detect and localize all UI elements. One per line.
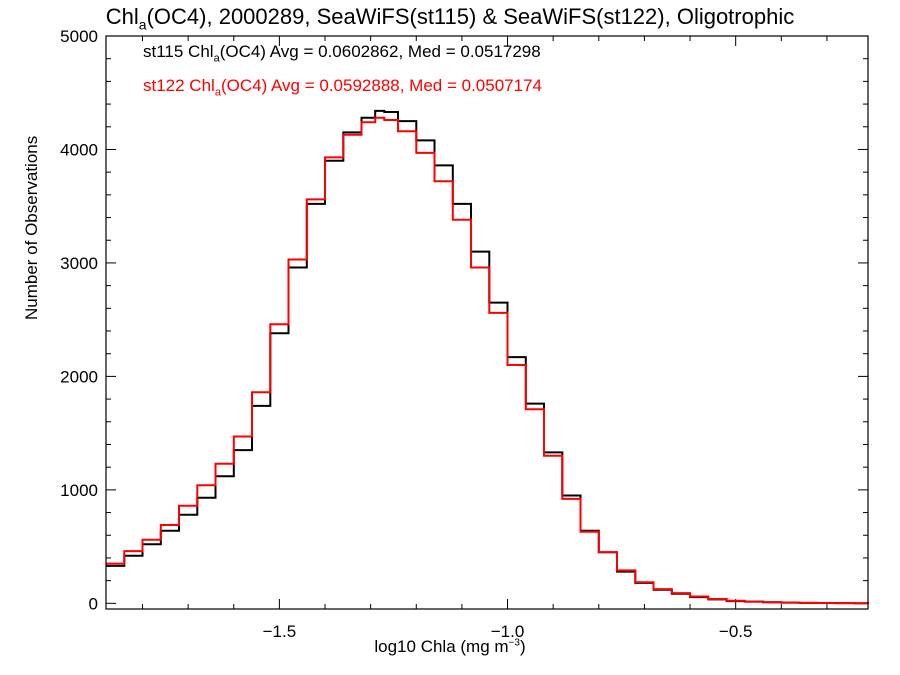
legend-label-prefix: st115 Chl [143, 42, 214, 61]
chart-title-prefix: Chl [105, 4, 139, 29]
y-tick-label: 1000 [60, 481, 98, 500]
chart-title: Chla(OC4), 2000289, SeaWiFS(st115) & Sea… [0, 4, 900, 32]
legend-label-suffix: (OC4) Avg = 0.0602862, Med = 0.0517298 [219, 42, 541, 61]
legend-label-subscript: a [214, 86, 221, 99]
x-axis-label-prefix: log10 Chla (mg m [374, 637, 509, 656]
plot-frame [105, 35, 869, 610]
x-axis-label-superscript: −3 [508, 637, 520, 649]
y-tick-label: 5000 [60, 27, 98, 46]
y-tick-label: 2000 [60, 367, 98, 386]
x-tick-label: −1.5 [263, 622, 297, 641]
axis-ticks: 0 1000 2000 3000 4000 5000 −1.5 −1.0 −0.5 [60, 27, 868, 641]
x-tick-label: −1.0 [491, 622, 525, 641]
series-line-st115 [106, 109, 869, 605]
y-tick-label: 4000 [60, 140, 98, 159]
x-axis-label-suffix: ) [519, 637, 526, 656]
legend-label-subscript: a [213, 52, 220, 65]
series-lines [106, 109, 869, 605]
y-tick-label: 3000 [60, 254, 98, 273]
chart-title-suffix: (OC4), 2000289, SeaWiFS(st115) & SeaWiFS… [146, 4, 795, 29]
x-axis-label: log10 Chla (mg m−3) [0, 637, 900, 657]
series-line-st122 [106, 116, 869, 605]
y-tick-label: 0 [89, 594, 98, 613]
x-tick-label: −0.5 [719, 622, 753, 641]
legend-label-suffix: (OC4) Avg = 0.0592888, Med = 0.0507174 [220, 76, 542, 95]
legend-entry-st115: st115 Chla(OC4) Avg = 0.0602862, Med = 0… [143, 42, 541, 64]
chart-title-subscript: a [138, 16, 147, 33]
legend-label-prefix: st122 Chl [143, 76, 215, 95]
legend-entry-st122: st122 Chla(OC4) Avg = 0.0592888, Med = 0… [143, 76, 542, 98]
